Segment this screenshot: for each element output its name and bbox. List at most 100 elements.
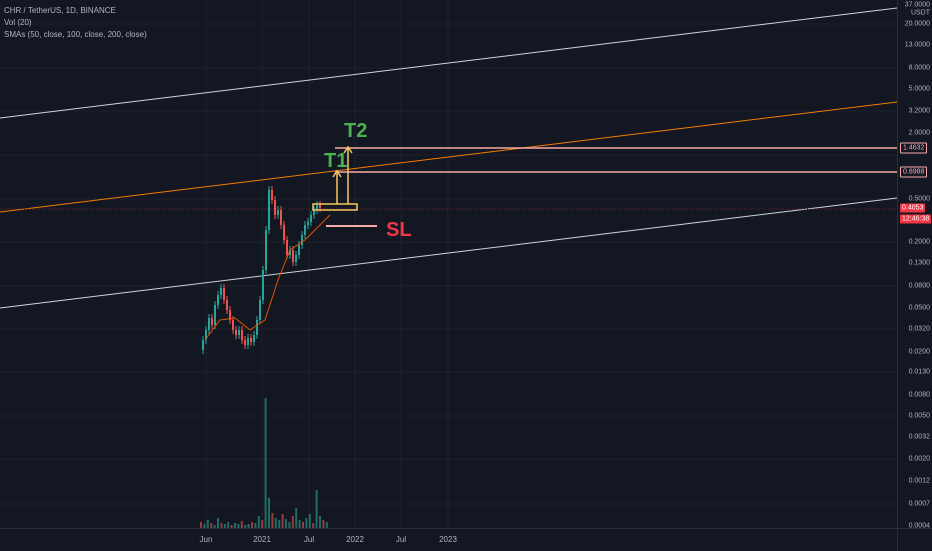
- candle-body: [208, 318, 210, 330]
- volume-bar: [325, 522, 328, 528]
- candle-body: [286, 240, 288, 255]
- candle-body: [310, 215, 312, 222]
- volume-bar: [200, 522, 202, 528]
- volume-bar: [227, 522, 230, 528]
- t2-arrowhead: [343, 145, 353, 154]
- volume-bar: [213, 525, 216, 528]
- candle-body: [253, 335, 255, 342]
- candle-body: [214, 305, 216, 325]
- t1-price-tag: 0.8988: [900, 166, 928, 178]
- candle-body: [235, 330, 237, 335]
- candle-body: [262, 270, 264, 300]
- time-tick: 2022: [346, 535, 364, 544]
- price-tick: 0.0032: [908, 433, 930, 441]
- volume-bar: [247, 524, 250, 528]
- chart-canvas[interactable]: [0, 0, 897, 528]
- volume-bar: [288, 522, 291, 528]
- candle-body: [259, 300, 261, 320]
- candle-body: [256, 320, 258, 335]
- sma-indicator-label[interactable]: SMAs (50, close, 100, close, 200, close): [4, 30, 147, 39]
- time-tick: 2021: [253, 535, 271, 544]
- candle-body: [244, 340, 246, 345]
- price-tick: 0.0130: [908, 368, 930, 376]
- volume-bar: [220, 523, 223, 528]
- volume-bar: [278, 520, 281, 528]
- price-tick: 0.0007: [908, 500, 930, 508]
- time-axis[interactable]: Jun 2021 Jul 2022 Jul 2023: [0, 528, 897, 551]
- price-tick: 20.0000: [904, 20, 930, 28]
- candle-body: [265, 230, 267, 270]
- volume-bar: [210, 523, 213, 528]
- price-tick: 0.0500: [908, 304, 930, 312]
- price-tick: 0.0020: [908, 455, 930, 463]
- time-tick: Jul: [303, 535, 315, 544]
- candle-body: [223, 288, 225, 300]
- time-tick: Jul: [395, 535, 407, 544]
- price-tick: 0.2000: [908, 238, 930, 246]
- volume-bar: [305, 518, 308, 528]
- volume-bar: [308, 514, 311, 528]
- candle-body: [298, 245, 300, 255]
- price-tick: 37.0000: [904, 1, 930, 9]
- candle-body: [307, 222, 309, 225]
- volume-bar: [261, 520, 264, 528]
- chart-legend: CHR / TetherUS, 1D, BINANCE Vol (20) SMA…: [4, 5, 147, 41]
- volume-bar: [206, 520, 209, 528]
- price-tick: 5.0000: [908, 85, 930, 93]
- price-tick: 0.0004: [908, 522, 930, 530]
- volume-bar: [244, 525, 247, 528]
- sl-label: SL: [386, 219, 412, 241]
- t2-label: T2: [344, 120, 368, 142]
- axis-corner: [897, 528, 932, 551]
- candle-body: [205, 330, 207, 340]
- volume-bar: [285, 519, 287, 528]
- candle-countdown-tag: 12:46:38: [900, 214, 932, 224]
- volume-bar: [319, 516, 321, 528]
- volume-indicator-label[interactable]: Vol (20): [4, 18, 32, 27]
- sma-line: [204, 214, 331, 341]
- candle-body: [232, 320, 234, 330]
- volume-bar: [203, 524, 206, 528]
- volume-bar: [240, 521, 243, 528]
- currency-label: USDT: [910, 9, 930, 17]
- price-tick: 0.1300: [908, 259, 930, 267]
- candle-body: [268, 190, 270, 230]
- candle-body: [229, 310, 231, 320]
- volume-bar: [237, 524, 240, 528]
- volume-bar: [217, 518, 219, 528]
- volume-bar: [271, 513, 274, 528]
- volume-bar: [264, 398, 267, 528]
- price-tick: 0.0800: [908, 282, 930, 290]
- price-tick: 0.5000: [908, 195, 930, 203]
- price-tick: 3.2000: [908, 107, 930, 115]
- candle-body: [220, 288, 222, 295]
- price-axis[interactable]: 37.0000 USDT 20.0000 13.0000 8.0000 5.00…: [897, 0, 932, 530]
- candle-body: [238, 330, 240, 335]
- candle-body: [283, 225, 285, 240]
- candle-body: [316, 205, 318, 210]
- candle-body: [301, 235, 303, 245]
- last-price-tag: 0.4053: [900, 203, 926, 213]
- candle-body: [274, 200, 276, 215]
- chart-area[interactable]: CHR / TetherUS, 1D, BINANCE Vol (20) SMA…: [0, 0, 897, 528]
- candle-body: [211, 318, 213, 325]
- candle-body: [217, 295, 219, 305]
- symbol-title[interactable]: CHR / TetherUS, 1D, BINANCE: [4, 6, 116, 15]
- volume-bar: [298, 520, 301, 528]
- volume-bar: [268, 498, 270, 528]
- candle-body: [280, 210, 282, 225]
- price-tick: 2.0000: [908, 129, 930, 137]
- price-tick: 0.0050: [908, 412, 930, 420]
- candle-body: [292, 250, 294, 262]
- candle-body: [250, 338, 252, 342]
- time-tick: 2023: [439, 535, 457, 544]
- candle-body: [277, 210, 279, 215]
- volume-bar: [302, 522, 304, 528]
- volume-bar: [257, 516, 260, 528]
- t1-arrowhead: [332, 169, 342, 178]
- candle-body: [304, 225, 306, 235]
- price-tick: 13.0000: [904, 41, 930, 49]
- channel-mid-line: [0, 101, 897, 213]
- volume-bar: [322, 520, 325, 528]
- volume-bar: [223, 524, 226, 528]
